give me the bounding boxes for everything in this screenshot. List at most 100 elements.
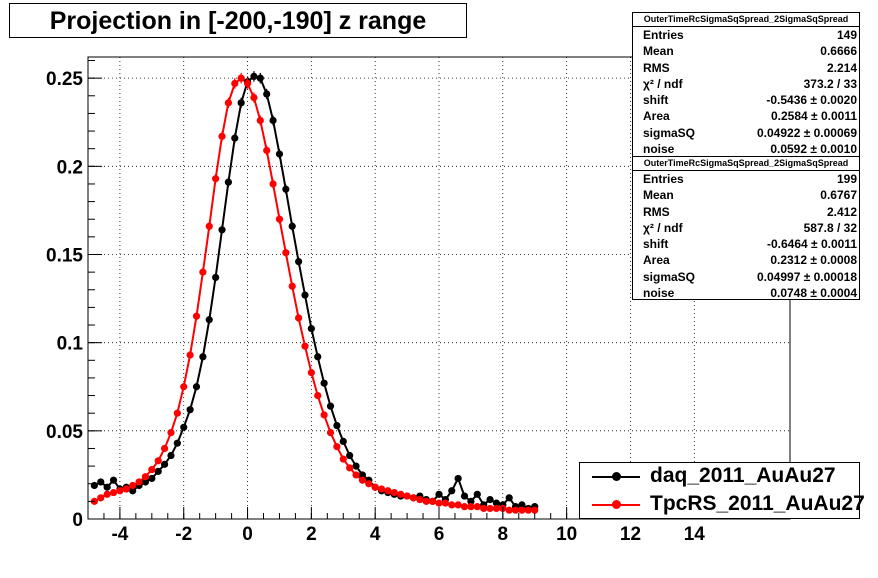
data-point	[167, 451, 175, 460]
y-tick-label: 0.05	[46, 422, 83, 443]
data-point	[448, 501, 456, 509]
x-tick-label: -4	[111, 524, 128, 545]
data-point	[288, 222, 296, 230]
data-point	[148, 466, 156, 474]
data-point	[129, 481, 137, 490]
stats-value: 0.2312 ± 0.0008	[770, 253, 857, 268]
stats-value: 0.04922 ± 0.00069	[756, 125, 857, 140]
stats-value: 2.214	[826, 60, 857, 75]
stats-value: 199	[836, 172, 857, 186]
y-tick-label: 0.2	[57, 157, 83, 178]
series-1	[90, 72, 539, 514]
data-point	[339, 455, 347, 463]
data-point	[333, 421, 341, 430]
y-tick-label: 0.1	[57, 334, 84, 355]
stats-label: Area	[643, 253, 670, 268]
data-point	[186, 351, 194, 359]
series-0	[90, 71, 539, 513]
stats-label: Area	[643, 109, 670, 124]
data-point	[154, 457, 162, 465]
stats-label: sigmaSQ	[643, 269, 696, 284]
fit-curves	[93, 75, 535, 512]
data-point	[167, 428, 175, 437]
data-point	[429, 497, 437, 505]
data-point	[90, 481, 98, 490]
stats-box-tpcrs: OuterTimeRcSigmaSqSpread_2SigmaSqSpread …	[632, 156, 860, 300]
data-point	[486, 496, 494, 504]
data-point	[97, 478, 105, 486]
data-point	[192, 383, 201, 391]
chart-title: Projection in [-200,-190] z range	[49, 7, 427, 35]
stats-value: -0.6464 ± 0.0011	[767, 237, 857, 252]
stats-label: RMS	[643, 60, 670, 75]
data-point	[180, 383, 188, 391]
data-point	[518, 501, 526, 509]
data-point	[492, 499, 501, 507]
stats-box-daq: OuterTimeRcSigmaSqSpread_2SigmaSqSpread …	[632, 12, 860, 157]
data-point	[97, 494, 105, 502]
data-point	[505, 506, 513, 514]
data-point	[307, 369, 315, 377]
data-point	[358, 471, 367, 479]
data-point	[282, 249, 290, 257]
data-point	[173, 439, 181, 447]
data-point	[467, 503, 475, 511]
legend-marker	[612, 500, 621, 509]
stats-label: sigmaSQ	[643, 125, 696, 140]
x-tick-label: 14	[684, 524, 706, 545]
data-point	[141, 478, 150, 486]
data-point	[409, 494, 418, 502]
data-point	[352, 462, 360, 470]
data-point	[390, 488, 398, 497]
data-point	[212, 175, 220, 183]
data-point	[320, 379, 328, 387]
stats-label: Mean	[643, 44, 674, 59]
data-points	[90, 71, 539, 514]
fit-curve	[93, 75, 535, 510]
data-point	[524, 506, 532, 514]
data-point	[282, 185, 290, 193]
data-point	[109, 488, 118, 497]
data-point	[301, 291, 309, 299]
stats-label: RMS	[643, 204, 670, 219]
legend-marker	[612, 472, 621, 481]
data-point	[467, 497, 475, 505]
stats-value: 587.8 / 32	[803, 220, 857, 235]
data-point	[365, 480, 373, 488]
y-tick-label: 0.15	[46, 245, 83, 266]
data-point	[486, 504, 494, 513]
data-point	[511, 506, 520, 514]
data-point	[160, 460, 169, 468]
data-point	[480, 504, 488, 513]
data-point	[531, 506, 539, 514]
fit-curve	[93, 76, 535, 512]
data-point	[109, 476, 118, 484]
data-point	[103, 483, 111, 491]
data-point	[441, 499, 449, 507]
stats-value: -0.5436 ± 0.0020	[766, 93, 857, 108]
data-point	[377, 485, 386, 493]
stats-value: 0.0592 ± 0.0010	[770, 142, 857, 157]
data-point	[122, 485, 130, 493]
data-point	[435, 490, 443, 498]
stats-label: Mean	[643, 188, 674, 203]
stats-value: 0.0748 ± 0.0004	[770, 286, 857, 301]
data-point	[275, 150, 284, 158]
stats-label: χ² / ndf	[643, 220, 683, 235]
data-point	[460, 503, 469, 511]
stats-label: shift	[643, 93, 669, 108]
x-tick-label: 12	[620, 524, 641, 545]
stats-label: shift	[643, 237, 669, 252]
data-point	[416, 496, 424, 504]
data-point	[256, 116, 264, 125]
data-point	[326, 402, 335, 410]
data-point	[250, 72, 258, 80]
data-point	[116, 487, 124, 495]
x-tick-label: 4	[370, 524, 381, 545]
data-point	[263, 90, 271, 98]
legend-label: TpcRS_2011_AuAu27	[650, 492, 865, 515]
data-point	[518, 506, 526, 514]
stats-label: noise	[643, 142, 675, 157]
data-point	[154, 467, 162, 475]
data-point	[288, 282, 296, 290]
